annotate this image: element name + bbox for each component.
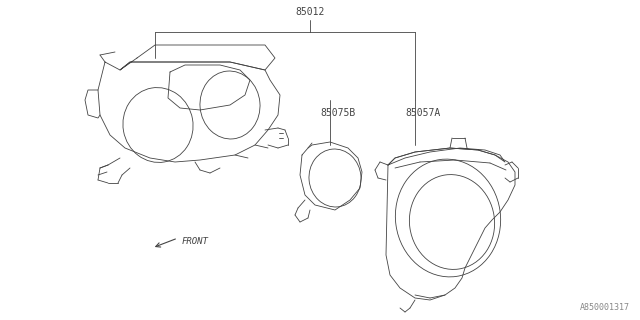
Text: FRONT: FRONT bbox=[182, 237, 209, 246]
Text: 85012: 85012 bbox=[295, 7, 324, 17]
Text: 85075B: 85075B bbox=[320, 108, 355, 118]
Text: 85057A: 85057A bbox=[405, 108, 440, 118]
Text: A850001317: A850001317 bbox=[580, 303, 630, 312]
